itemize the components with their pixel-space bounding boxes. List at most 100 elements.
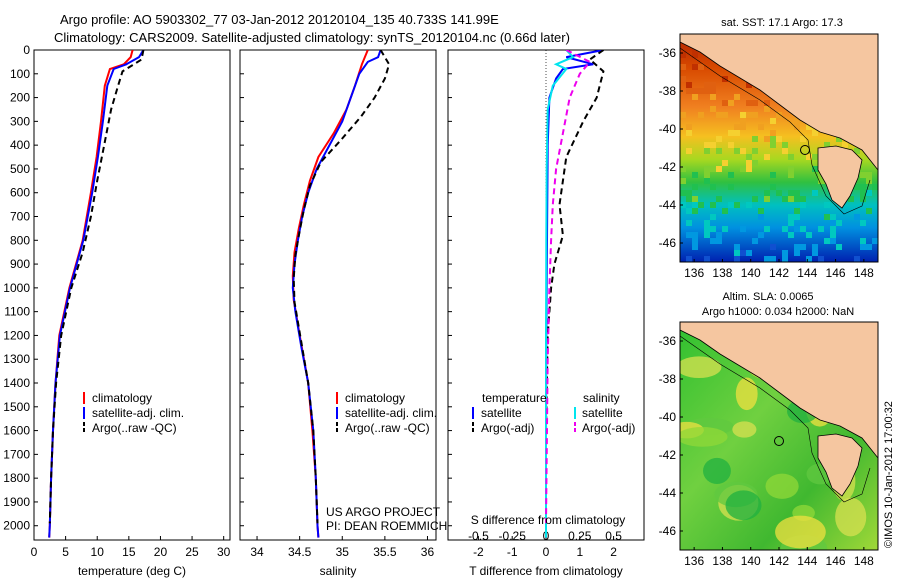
sst-cell (686, 220, 692, 226)
depth-tick-label: 300 (10, 114, 30, 128)
sst-cell (830, 220, 836, 226)
sla-blob (775, 515, 826, 549)
sst-map (680, 34, 878, 262)
sla-map-axes: 136 138 140 142 144 146 148 -36 -38 -40 -42 -44 -46 (659, 334, 875, 568)
sst-cell (860, 244, 866, 250)
sst-cell (680, 178, 686, 184)
sst-cell (830, 238, 836, 244)
depth-tick-label: 600 (10, 186, 30, 200)
x2-tick-label: -0.5 (468, 529, 489, 543)
sst-cell (812, 130, 818, 136)
sst-cell (692, 238, 698, 244)
sst-cell (752, 136, 758, 142)
map-x-tick-label: 148 (854, 266, 874, 280)
sst-cell (710, 226, 716, 232)
map-x-tick-label: 142 (769, 554, 789, 568)
sst-cell (764, 256, 770, 262)
sst-cell (818, 226, 824, 232)
x-tick-label: 34 (250, 545, 264, 559)
sst-cell (854, 214, 860, 220)
sla-blob (680, 356, 722, 379)
sst-cell (806, 154, 812, 160)
sst-cell (710, 166, 716, 172)
sla-blob (765, 473, 799, 499)
sst-cell (752, 196, 758, 202)
sst-cell (806, 232, 812, 238)
sst-cell (734, 130, 740, 136)
difference-legend: temperature salinity satellite Argo(-adj… (472, 391, 635, 435)
map-y-tick-label: -38 (659, 84, 677, 98)
depth-tick-label: 1900 (3, 495, 30, 509)
sst-cell (692, 52, 698, 58)
depth-tick-label: 2000 (3, 519, 30, 533)
sst-cell (770, 244, 776, 250)
argo-float-marker (800, 145, 810, 155)
sst-cell (812, 154, 818, 160)
map-y-tick-label: -40 (659, 410, 677, 424)
salinity-panel-frame (239, 49, 437, 541)
sst-cell (746, 112, 752, 118)
sst-cell (770, 136, 776, 142)
sst-cell (812, 166, 818, 172)
sst-cell (818, 256, 824, 262)
sst-cell (812, 190, 818, 196)
sst-cell (716, 238, 722, 244)
map-x-tick-label: 146 (826, 266, 846, 280)
sst-cell (758, 232, 764, 238)
sst-map-axes: 136 138 140 142 144 146 148 -36 -38 -40 -42 -44 -46 (659, 46, 875, 280)
sst-cell (866, 244, 872, 250)
sst-cell (710, 202, 716, 208)
sst-cell (830, 214, 836, 220)
legend-label: satellite-adj. clim. (92, 406, 184, 420)
sst-cell (866, 172, 872, 178)
sst-cell (788, 232, 794, 238)
sst-cell (710, 214, 716, 220)
sst-cell (794, 124, 800, 130)
depth-tick-label: 1600 (3, 424, 30, 438)
sst-cell (746, 154, 752, 160)
sst-cell (728, 100, 734, 106)
s-difference-xlabel: S difference from climatology (471, 513, 626, 527)
sst-cell (800, 226, 806, 232)
legend-label: Argo(..raw -QC) (92, 421, 177, 435)
series-line (48, 50, 134, 538)
sst-cell (686, 196, 692, 202)
depth-tick-label: 1100 (4, 305, 30, 319)
legend-label: climatology (345, 391, 405, 405)
sst-cell (728, 184, 734, 190)
sst-cell (860, 220, 866, 226)
sst-cell (680, 112, 686, 118)
depth-tick-label: 200 (10, 91, 30, 105)
x-tick-label: 0 (543, 545, 550, 559)
sla-blob (835, 497, 867, 537)
map-y-tick-label: -44 (659, 198, 677, 212)
sst-cell (830, 226, 836, 232)
sst-cell (758, 214, 764, 220)
sla-blob (680, 427, 728, 447)
tasmania-land (817, 145, 863, 209)
sst-cell (680, 64, 686, 70)
map-y-tick-label: -42 (659, 160, 677, 174)
sst-cell (746, 82, 752, 88)
legend-label: satellite (481, 406, 522, 420)
x-tick-label: -2 (473, 545, 484, 559)
map-x-tick-label: 138 (712, 266, 732, 280)
sst-cell (854, 256, 860, 262)
sst-cell (794, 244, 800, 250)
sst-cell (866, 208, 872, 214)
sst-cell (764, 196, 770, 202)
sst-cell (872, 184, 878, 190)
sst-cell (698, 112, 704, 118)
sst-cell (722, 100, 728, 106)
sst-cell (866, 178, 872, 184)
sst-cell (680, 190, 686, 196)
sst-cell (860, 196, 866, 202)
sst-cell (698, 64, 704, 70)
sst-cell (824, 238, 830, 244)
legend-label: satellite (582, 406, 623, 420)
sst-cell (692, 94, 698, 100)
sla-blob (703, 457, 731, 485)
sst-cell (752, 112, 758, 118)
sst-cell (770, 256, 776, 262)
map-y-tick-label: -36 (659, 334, 677, 348)
